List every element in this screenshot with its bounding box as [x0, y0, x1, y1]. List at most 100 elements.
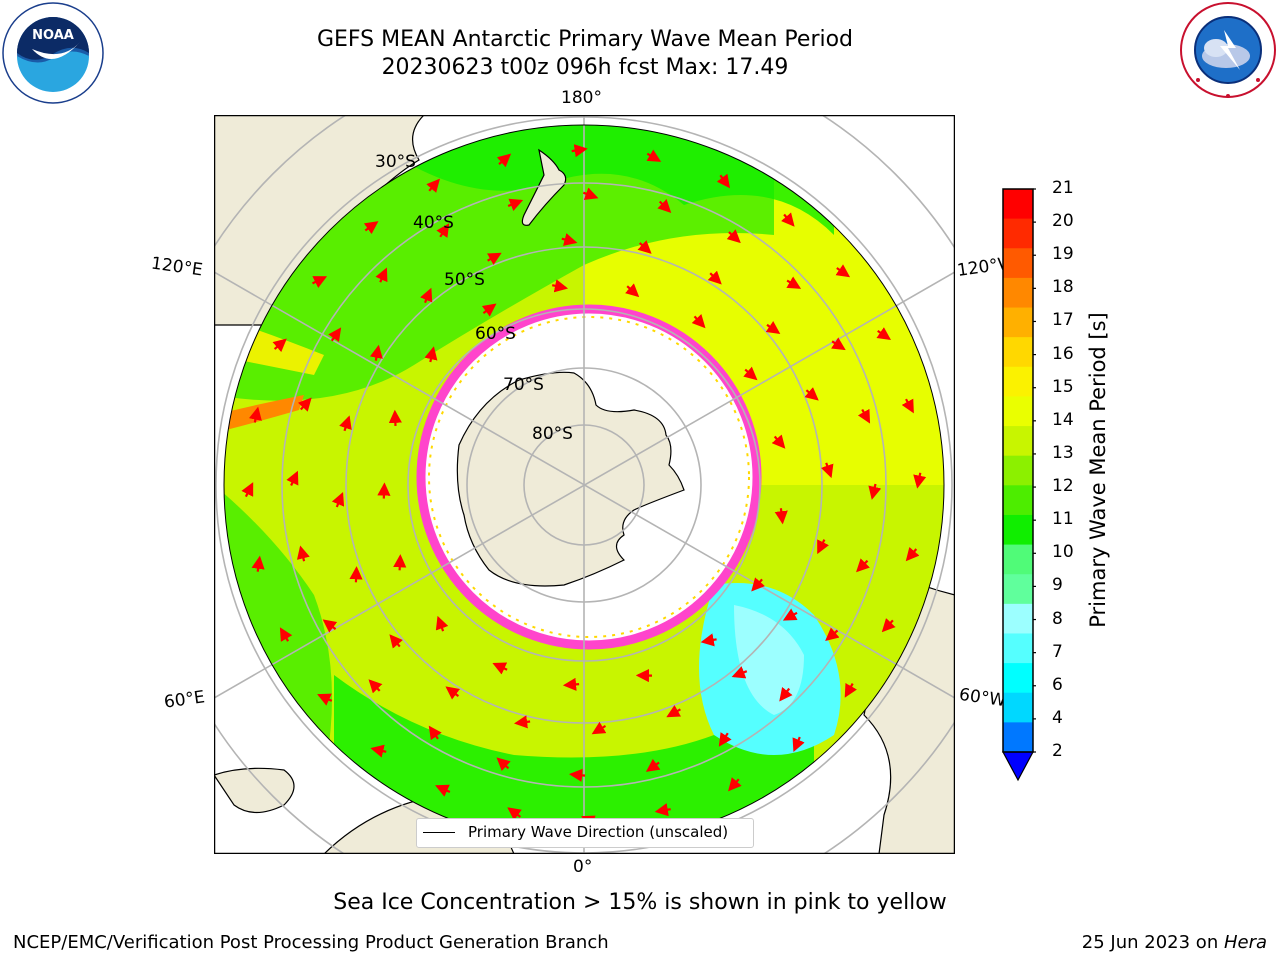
colorbar-tick-label: 4	[1052, 707, 1063, 728]
wave-arrow	[751, 577, 765, 592]
colorbar	[1001, 188, 1036, 782]
wave-arrow	[393, 554, 407, 571]
wave-arrow	[646, 149, 662, 162]
wave-arrow	[771, 434, 786, 449]
wave-arrow	[844, 682, 857, 698]
polar-map	[214, 115, 955, 854]
colorbar-segment	[1003, 663, 1033, 694]
footer-host: Hera	[1223, 932, 1267, 953]
colorbar-tick-label: 6	[1052, 674, 1063, 695]
wave-arrow	[272, 338, 287, 353]
wave-arrow	[825, 627, 840, 642]
colorbar-segment	[1003, 396, 1033, 427]
colorbar-tick-label: 15	[1052, 376, 1074, 397]
colorbar-tick-label: 16	[1052, 343, 1074, 364]
wave-arrow	[645, 758, 661, 772]
wave-arrow	[514, 715, 531, 729]
colorbar-label: Primary Wave Mean Period [s]	[1086, 312, 1110, 628]
land-antarctica	[456, 371, 685, 587]
colorbar-segment	[1003, 307, 1033, 338]
map-legend: Primary Wave Direction (unscaled)	[416, 818, 754, 848]
wave-arrow	[561, 233, 578, 246]
wave-arrow	[591, 721, 607, 735]
wave-arrow	[691, 314, 706, 329]
wave-arrow	[792, 736, 805, 753]
legend-label: Primary Wave Direction (unscaled)	[468, 823, 729, 841]
lat-label-80s: 80°S	[532, 424, 573, 444]
wave-arrow	[569, 768, 586, 782]
colorbar-tick-label: 18	[1052, 277, 1074, 298]
noaa-logo: NOAA	[2, 2, 104, 104]
colorbar-tick-label: 14	[1052, 409, 1074, 430]
wave-arrow	[296, 545, 310, 562]
wave-arrow	[375, 267, 388, 283]
wave-arrow	[241, 482, 254, 498]
wave-arrow	[774, 508, 788, 525]
wave-arrow	[370, 744, 387, 758]
wave-arrow	[507, 198, 524, 212]
wave-arrow	[363, 221, 379, 235]
figure-title: GEFS MEAN Antarctic Primary Wave Mean Pe…	[316, 27, 854, 52]
colorbar-tick-label: 20	[1052, 211, 1074, 232]
colorbar-tick-label: 9	[1052, 575, 1063, 596]
nws-logo	[1180, 2, 1276, 98]
colorbar-segment	[1003, 485, 1033, 516]
wave-arrow	[507, 807, 522, 821]
wave-arrow	[317, 693, 333, 706]
wave-arrow	[496, 153, 512, 168]
colorbar-tick-label: 7	[1052, 641, 1063, 662]
lon-label-0: 0°	[573, 857, 593, 877]
lat-label-60s: 60°S	[475, 324, 516, 344]
wave-arrow	[286, 470, 299, 486]
wave-arrow	[389, 634, 403, 649]
wave-arrow	[331, 491, 345, 508]
wave-arrow	[424, 346, 438, 363]
colorbar-tick-label: 2	[1052, 741, 1063, 761]
land-new-zealand	[521, 148, 567, 226]
wave-arrow	[435, 615, 449, 632]
lat-label-70s: 70°S	[503, 375, 544, 395]
colorbar-segment	[1003, 514, 1033, 546]
wave-arrow	[388, 409, 402, 426]
wave-arrow	[781, 212, 795, 227]
wave-arrow	[654, 803, 671, 817]
wave-arrow	[428, 725, 442, 741]
wave-arrow	[625, 283, 640, 298]
wave-arrow	[492, 662, 508, 675]
wave-arrow	[716, 173, 731, 189]
wave-arrow	[420, 287, 433, 304]
colorbar-segment	[1003, 633, 1033, 664]
colorbar-tick-label: 8	[1052, 608, 1063, 629]
sea-ice-caption: Sea Ice Concentration > 15% is shown in …	[333, 890, 947, 915]
wave-arrow	[582, 187, 599, 200]
wave-arrow	[868, 483, 882, 500]
wave-arrow	[728, 777, 742, 792]
lat-label-30s: 30°S	[375, 152, 416, 172]
colorbar-segment	[1003, 574, 1033, 605]
footer-date: 25 Jun 2023 on	[1081, 932, 1224, 953]
wave-arrow	[707, 270, 722, 285]
wave-arrow	[901, 398, 914, 414]
wave-arrow	[445, 686, 460, 700]
wave-arrow	[426, 178, 440, 193]
colorbar-tick-label: 11	[1052, 509, 1074, 530]
wave-arrow	[700, 633, 717, 647]
lon-label-120e: 120°E	[149, 253, 204, 281]
colorbar-segment	[1003, 337, 1033, 368]
wave-arrow	[876, 327, 892, 341]
wave-arrow	[571, 144, 588, 158]
wave-arrow	[856, 558, 871, 573]
wave-arrow	[905, 546, 920, 562]
wave-arrow	[368, 679, 383, 694]
colorbar-segment	[1003, 426, 1033, 457]
colorbar-segment	[1003, 544, 1033, 575]
lat-label-50s: 50°S	[444, 270, 485, 290]
noaa-logo-text: NOAA	[32, 28, 74, 43]
wave-arrow	[312, 276, 328, 288]
wave-arrow	[377, 482, 391, 499]
colorbar-tick-label: 19	[1052, 244, 1074, 265]
wave-arrow	[718, 732, 732, 747]
colorbar-segment	[1003, 692, 1033, 723]
colorbar-segment	[1003, 603, 1033, 634]
wave-arrow	[857, 408, 871, 424]
